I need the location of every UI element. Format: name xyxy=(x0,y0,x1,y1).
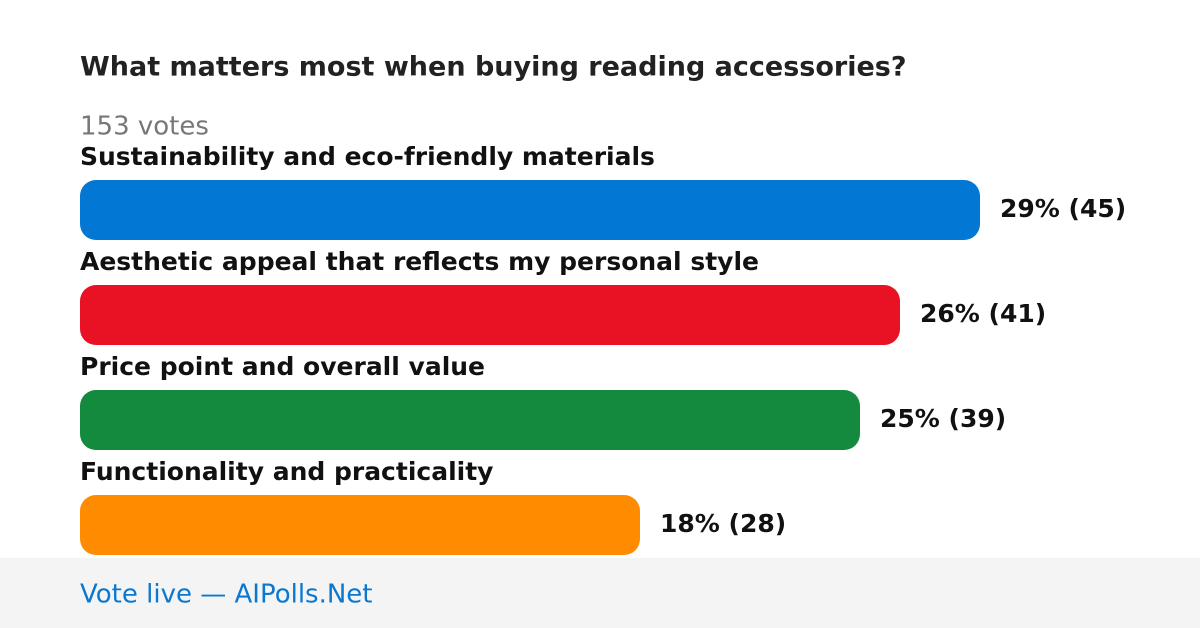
bar xyxy=(80,495,640,555)
bar xyxy=(80,390,860,450)
value-label: 29% (45) xyxy=(1000,194,1126,223)
bar xyxy=(80,180,980,240)
footer-link[interactable]: Vote live — AIPolls.Net xyxy=(80,580,373,610)
option-label: Aesthetic appeal that reflects my person… xyxy=(80,247,759,276)
value-label: 25% (39) xyxy=(880,404,1006,433)
option-label: Price point and overall value xyxy=(80,352,485,381)
value-label: 26% (41) xyxy=(920,299,1046,328)
option-label: Sustainability and eco-friendly material… xyxy=(80,142,655,171)
bar xyxy=(80,285,900,345)
chart-title: What matters most when buying reading ac… xyxy=(80,52,907,83)
footer-band xyxy=(0,558,1200,628)
vote-count: 153 votes xyxy=(80,112,209,142)
option-label: Functionality and practicality xyxy=(80,457,493,486)
value-label: 18% (28) xyxy=(660,509,786,538)
